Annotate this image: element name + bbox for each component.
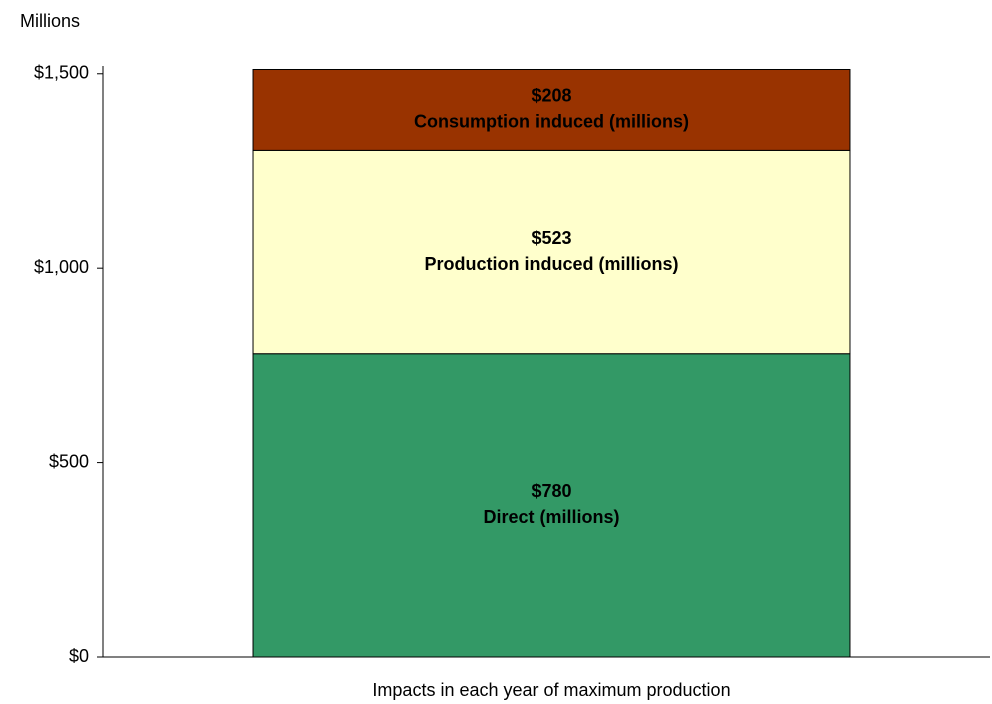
bar-segment	[252, 149, 851, 355]
x-tick-label: Impacts in each year of maximum producti…	[372, 680, 730, 700]
y-tick-label: $0	[69, 646, 89, 666]
value-label: $523	[531, 228, 571, 248]
y-tick-label: $1,000	[34, 257, 89, 277]
value-label: $208	[531, 86, 571, 106]
bar-segment	[252, 68, 851, 151]
y-tick-label: $1,500	[34, 63, 89, 83]
segment-label: Direct (millions)	[483, 507, 619, 527]
y-tick-label: $500	[49, 451, 89, 471]
segment-label: Consumption induced (millions)	[414, 112, 689, 132]
bar-segment	[252, 353, 851, 658]
value-label: $780	[531, 481, 571, 501]
segment-label: Production induced (millions)	[425, 254, 679, 274]
y-axis-label: Millions	[20, 11, 80, 31]
